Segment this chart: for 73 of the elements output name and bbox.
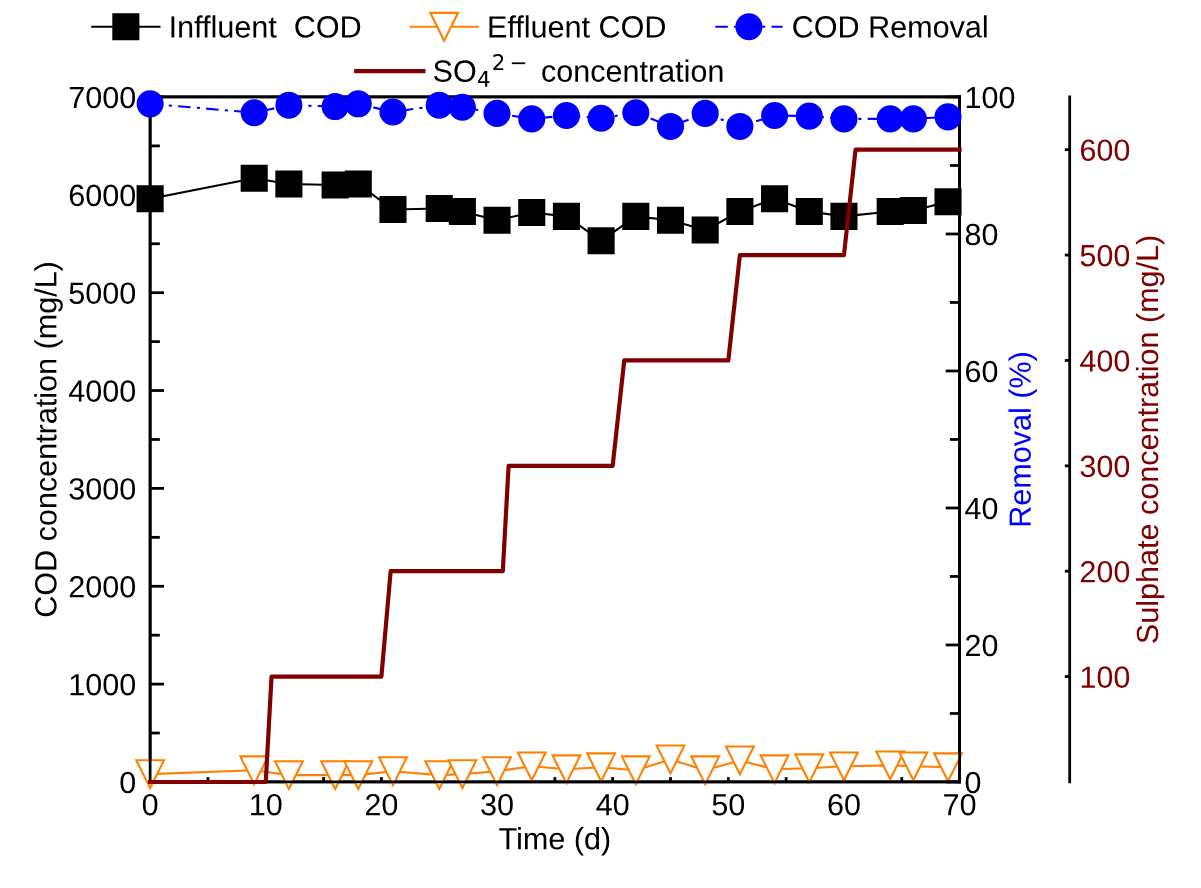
y2-tick-label: 80 bbox=[965, 223, 998, 246]
x-axis-title: Time (d) bbox=[499, 827, 610, 856]
y-tick-label: 6000 bbox=[69, 184, 136, 207]
y-tick-label: 1000 bbox=[70, 673, 136, 696]
y3-tick-label: 300 bbox=[1080, 455, 1130, 478]
point bbox=[587, 227, 615, 255]
y3-axis-title: Sulphate concentration (mg/L) bbox=[1135, 236, 1165, 643]
legend-label: COD Removal bbox=[793, 15, 987, 38]
point bbox=[552, 202, 580, 230]
point bbox=[934, 188, 962, 216]
point bbox=[344, 170, 372, 198]
point bbox=[898, 751, 929, 782]
y-tick-label: 7000 bbox=[69, 86, 136, 109]
x-tick-label: 50 bbox=[712, 793, 745, 816]
point bbox=[518, 198, 546, 226]
point bbox=[726, 197, 754, 225]
legend-label: SO$_{4}$$^{2−}$ concentration bbox=[433, 54, 723, 87]
point bbox=[620, 755, 651, 786]
point bbox=[622, 202, 650, 230]
y2-axis-title: Removal (%) bbox=[1008, 353, 1037, 526]
point bbox=[829, 751, 859, 782]
point bbox=[586, 752, 617, 783]
point bbox=[875, 750, 906, 781]
y3-tick-label: 600 bbox=[1080, 139, 1130, 162]
point bbox=[483, 206, 511, 234]
y2-tick-label: 100 bbox=[966, 86, 1015, 109]
point bbox=[239, 755, 270, 786]
y-tick-label: 0 bbox=[120, 771, 136, 794]
y3-tick-label: 500 bbox=[1080, 244, 1130, 267]
point bbox=[551, 754, 582, 785]
point bbox=[482, 756, 512, 787]
point bbox=[447, 759, 478, 790]
point bbox=[691, 216, 719, 244]
point bbox=[378, 756, 408, 787]
point bbox=[656, 206, 685, 234]
point bbox=[759, 754, 790, 785]
point bbox=[794, 753, 825, 784]
y-tick-label: 3000 bbox=[69, 478, 136, 500]
point bbox=[516, 751, 547, 782]
point bbox=[273, 760, 304, 791]
y3-tick-label: 400 bbox=[1080, 350, 1130, 372]
y3-tick-label: 200 bbox=[1080, 560, 1130, 583]
y-tick-label: 4000 bbox=[68, 380, 136, 402]
point bbox=[275, 170, 303, 198]
y2-tick-label: 0 bbox=[965, 771, 981, 794]
x-tick-label: 70 bbox=[944, 793, 976, 816]
point bbox=[448, 197, 476, 225]
legend-label: Effluent COD bbox=[489, 15, 665, 38]
y2-tick-label: 60 bbox=[966, 360, 998, 383]
point bbox=[933, 752, 963, 783]
y3-tick-label: 100 bbox=[1081, 666, 1130, 688]
x-tick-label: 40 bbox=[596, 793, 629, 816]
y2-tick-label: 20 bbox=[966, 634, 998, 657]
x-tick-label: 0 bbox=[142, 793, 158, 816]
x-tick-label: 30 bbox=[481, 793, 513, 816]
point bbox=[136, 185, 164, 213]
point bbox=[761, 185, 789, 213]
point bbox=[343, 760, 374, 791]
y-axis-title: COD concentration (mg/L) bbox=[34, 263, 63, 617]
point bbox=[655, 744, 686, 775]
point bbox=[690, 755, 721, 786]
point bbox=[240, 164, 268, 192]
y-tick-label: 2000 bbox=[69, 575, 136, 598]
point bbox=[724, 745, 755, 776]
y-tick-label: 5000 bbox=[69, 282, 136, 305]
x-tick-label: 60 bbox=[828, 793, 860, 816]
x-tick-label: 10 bbox=[251, 793, 282, 816]
point bbox=[899, 196, 927, 225]
legend-label: Inffluent COD bbox=[171, 15, 361, 38]
x-tick-label: 20 bbox=[365, 793, 398, 816]
point bbox=[795, 197, 823, 225]
y2-tick-label: 40 bbox=[965, 497, 998, 520]
point bbox=[379, 195, 407, 224]
